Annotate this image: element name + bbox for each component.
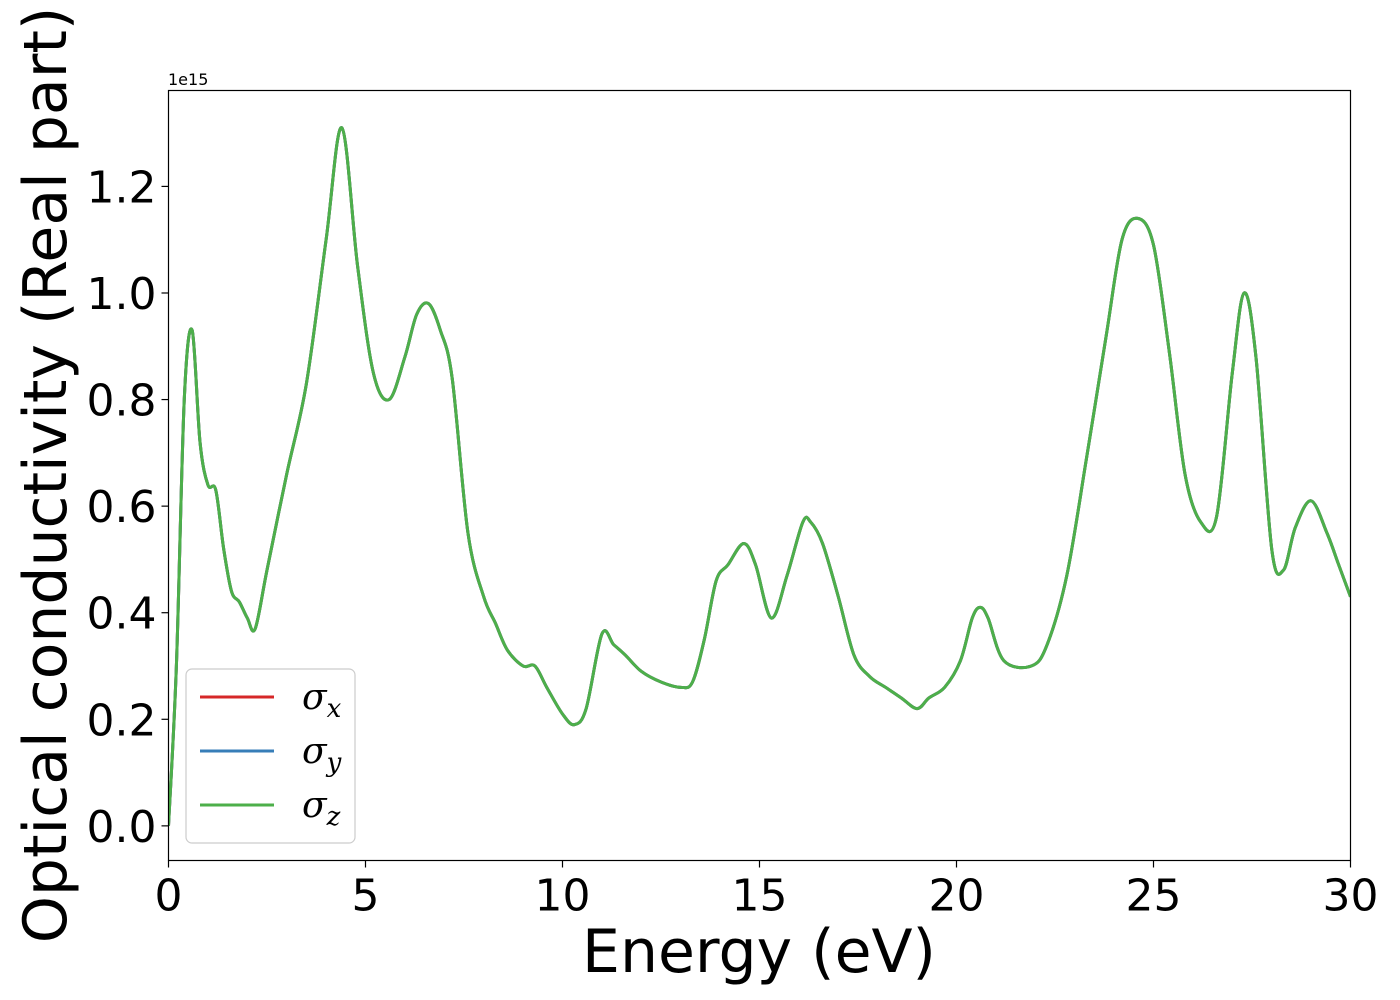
series-layer — [168, 126, 1351, 826]
plot-area — [168, 90, 1351, 861]
y-tick-label: 1.0 — [87, 269, 157, 320]
legend-box — [185, 668, 356, 844]
legend-label-z: σz — [302, 785, 341, 832]
y-tick-label: 0.6 — [87, 482, 157, 533]
legend-label-x: σx — [302, 677, 342, 724]
y-tick-label: 1.2 — [87, 162, 157, 213]
legend: σx σy σz — [185, 668, 356, 844]
x-axis-label: Energy (eV) — [582, 917, 936, 987]
y-axis-ticks: 0.0 0.2 0.4 0.6 0.8 1.0 1.2 — [87, 162, 169, 853]
x-tick-label: 10 — [535, 871, 591, 922]
y-tick-label: 0.8 — [87, 376, 157, 427]
x-tick-label: 30 — [1323, 871, 1379, 922]
x-tick-label: 5 — [352, 871, 380, 922]
y-tick-label: 0.4 — [87, 589, 157, 640]
y-tick-label: 0.0 — [87, 802, 157, 853]
x-axis-ticks: 0 5 10 15 20 25 30 — [155, 860, 1379, 922]
legend-label-y: σy — [302, 731, 342, 778]
x-tick-label: 15 — [732, 871, 788, 922]
y-tick-label: 0.2 — [87, 695, 157, 746]
x-tick-label: 25 — [1126, 871, 1182, 922]
x-tick-label: 0 — [155, 871, 183, 922]
y-offset-label: 1e15 — [168, 70, 208, 89]
series-line-z — [168, 126, 1351, 826]
x-tick-label: 20 — [929, 871, 985, 922]
y-axis-label: Optical conductivity (Real part) — [11, 7, 81, 944]
